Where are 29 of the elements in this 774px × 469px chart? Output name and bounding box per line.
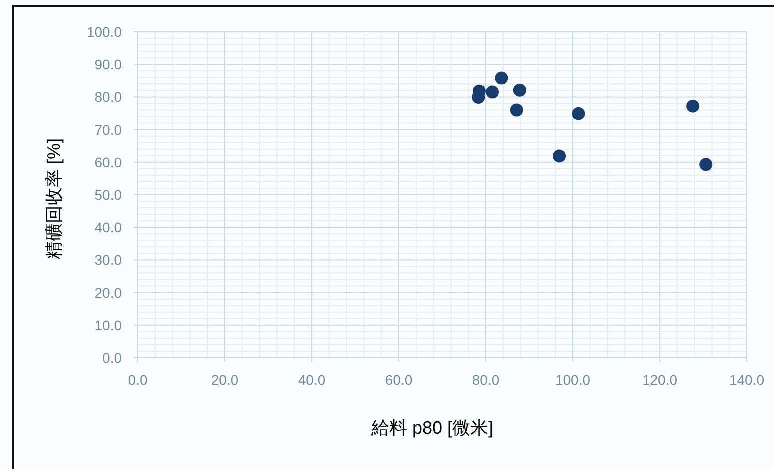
x-tick-label: 100.0 — [555, 372, 591, 388]
y-tick-label: 30.0 — [94, 252, 122, 268]
y-tick-label: 10.0 — [94, 317, 122, 334]
y-tick-label: 50.0 — [94, 187, 122, 203]
y-tick-label: 70.0 — [94, 122, 122, 138]
x-tick-label: 140.0 — [729, 372, 765, 388]
y-tick-label: 20.0 — [94, 284, 122, 301]
x-tick-label: 0.0 — [128, 372, 148, 388]
x-tick-label: 80.0 — [472, 372, 500, 388]
point — [495, 72, 508, 85]
y-tick-label: 0.0 — [102, 350, 122, 366]
y-axis-title: 精礦回收率 [%] — [44, 138, 64, 260]
x-tick-label: 20.0 — [211, 372, 239, 388]
point — [510, 104, 524, 117]
x-tick-label: 60.0 — [385, 372, 413, 388]
y-tick-label: 40.0 — [94, 220, 122, 236]
y-tick-label: 60.0 — [94, 154, 122, 170]
point — [553, 150, 566, 163]
x-axis-title: 給料 p80 [微米] — [370, 418, 494, 438]
y-tick-label: 80.0 — [94, 89, 122, 106]
point — [486, 86, 500, 99]
point — [572, 107, 586, 120]
y-tick-label: 90.0 — [94, 56, 122, 73]
point — [686, 100, 700, 113]
point — [700, 158, 713, 172]
x-tick-label: 40.0 — [298, 372, 326, 388]
y-tick-label: 100.0 — [86, 24, 122, 40]
x-tick-label: 120.0 — [642, 372, 678, 388]
point — [513, 84, 526, 97]
